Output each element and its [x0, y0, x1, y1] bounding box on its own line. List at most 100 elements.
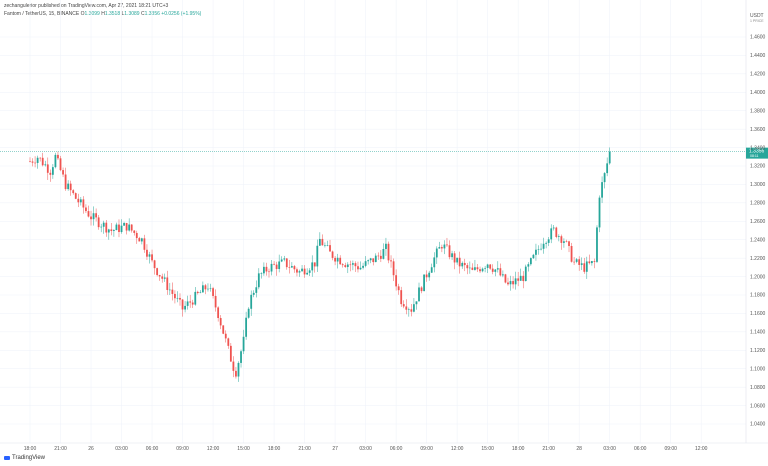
- candle-body: [240, 351, 242, 363]
- candle-body: [428, 272, 431, 278]
- candle-body: [311, 262, 314, 271]
- candle-body: [537, 249, 540, 250]
- candle-body: [209, 288, 212, 289]
- grid-lines: [0, 0, 746, 443]
- candle-body: [598, 197, 601, 228]
- candle-body: [29, 161, 31, 162]
- candle-body: [458, 257, 461, 267]
- candle-body: [346, 264, 349, 268]
- candle-body: [153, 260, 156, 269]
- candle-body: [82, 199, 85, 208]
- time-axis[interactable]: 18:00 21:00 26 03:00 06:00 09:00 12:00 15:00 18:…: [0, 442, 768, 452]
- candle-body: [125, 223, 128, 231]
- candle-body: [148, 254, 151, 257]
- y-tick-label: 1.4000: [750, 90, 766, 96]
- candle-body: [481, 268, 484, 272]
- candle-body: [283, 258, 286, 260]
- candle-body: [476, 267, 479, 270]
- candle-body: [102, 222, 105, 227]
- x-tick-label: 18:00: [268, 446, 281, 452]
- candle-body: [62, 170, 64, 175]
- candle-body: [199, 292, 202, 294]
- x-tick-label: 03:00: [115, 446, 128, 452]
- candle-body: [552, 227, 555, 229]
- x-tick-label: 09:00: [420, 446, 433, 452]
- candle-body: [41, 157, 44, 166]
- candle-body: [214, 295, 217, 308]
- candle-body: [275, 264, 278, 270]
- candle-body: [318, 238, 321, 246]
- y-tick-label: 1.4400: [750, 53, 766, 59]
- y-tick-label: 1.2800: [750, 201, 766, 207]
- candle-body: [601, 182, 603, 198]
- x-tick-label: 21:00: [54, 446, 67, 452]
- candle-body: [430, 267, 433, 273]
- candle-body: [349, 264, 352, 266]
- candle-body: [392, 261, 395, 276]
- candle-body: [509, 281, 512, 285]
- candle-body: [362, 265, 364, 268]
- candle-body: [285, 258, 288, 268]
- low-label: L: [121, 11, 125, 17]
- last-price-time: 08:11: [750, 154, 759, 158]
- candle-body: [420, 287, 423, 292]
- candle-body: [232, 361, 235, 371]
- candle-body: [257, 273, 260, 288]
- candle-body: [138, 238, 141, 242]
- candle-body: [143, 238, 146, 250]
- candle-body: [255, 287, 258, 293]
- candle-body: [133, 230, 136, 233]
- candle-body: [222, 325, 225, 334]
- candle-body: [397, 286, 400, 291]
- candle-body: [123, 223, 125, 226]
- candle-body: [468, 267, 471, 269]
- candle-body: [374, 255, 377, 263]
- y-tick-label: 1.3800: [750, 108, 766, 114]
- candle-body: [229, 345, 232, 362]
- candle-body: [273, 263, 275, 265]
- x-tick-label: 27: [332, 446, 338, 452]
- candle-body: [201, 285, 204, 293]
- y-tick-label: 1.0400: [750, 422, 766, 428]
- candle-body: [560, 236, 563, 243]
- candle-body: [90, 216, 92, 220]
- price-axis[interactable]: USDT 1 PRICE 1.3356 08:11 1.4600 1.4400 1.…: [745, 0, 768, 443]
- candle-body: [453, 253, 456, 263]
- candle-body: [494, 269, 497, 272]
- candle-body: [580, 263, 583, 265]
- candle-body: [542, 243, 545, 249]
- candle-body: [194, 291, 197, 305]
- x-tick-label: 03:00: [603, 446, 616, 452]
- candle-body: [301, 268, 303, 272]
- last-price-badge: [746, 147, 768, 159]
- candles-layer: [29, 147, 611, 382]
- candle-body: [118, 224, 120, 233]
- x-tick-label: 21:00: [542, 446, 555, 452]
- candle-body: [451, 253, 453, 258]
- open-label: O: [80, 11, 85, 17]
- candle-body: [107, 229, 110, 233]
- y-tick-label: 1.3000: [750, 182, 766, 188]
- candle-body: [593, 261, 596, 262]
- open-value: 1.3099: [84, 11, 100, 17]
- candle-body: [280, 259, 283, 262]
- y-tick-label: 1.2200: [750, 256, 766, 262]
- candle-body: [512, 281, 514, 285]
- candle-body: [227, 338, 230, 346]
- candle-body: [603, 173, 606, 183]
- y-tick-label: 1.2400: [750, 237, 766, 243]
- candle-body: [204, 285, 207, 290]
- candle-body: [110, 229, 113, 231]
- candle-body: [252, 292, 255, 295]
- candle-body: [590, 261, 593, 264]
- y-tick-label: 1.1200: [750, 348, 766, 354]
- y-tick-label: 1.2000: [750, 274, 766, 280]
- candle-body: [212, 288, 214, 296]
- x-tick-label: 12:00: [451, 446, 464, 452]
- candle-body: [491, 268, 494, 272]
- candle-body: [514, 278, 517, 285]
- candle-body: [547, 239, 550, 243]
- candle-body: [522, 275, 525, 282]
- candle-body: [288, 267, 291, 268]
